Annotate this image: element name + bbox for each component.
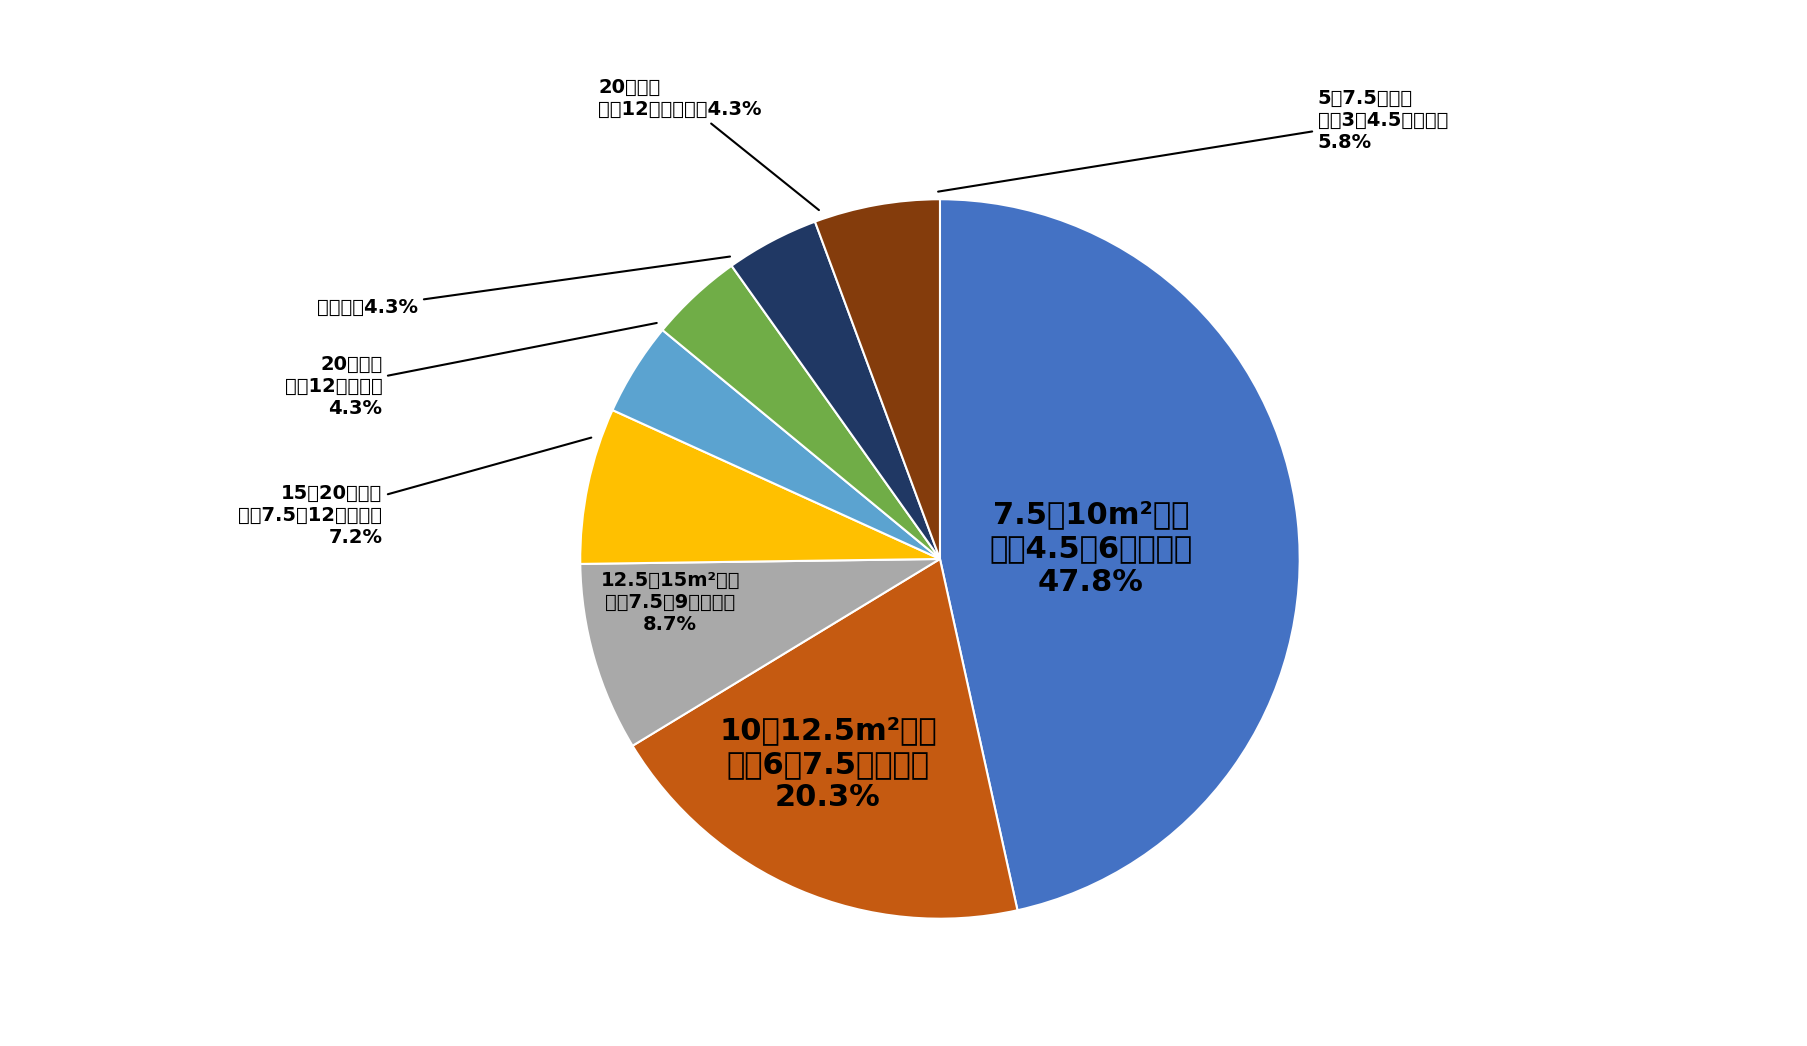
Text: 12.5～15m²未満
（約7.5～9畴未満）
8.7%: 12.5～15m²未満 （約7.5～9畴未満） 8.7%: [600, 571, 739, 634]
Wedge shape: [613, 331, 940, 559]
Text: 15〜20㎡未満
（約7.5〜12畳未満）
7.2%: 15〜20㎡未満 （約7.5〜12畳未満） 7.2%: [239, 437, 591, 547]
Wedge shape: [940, 199, 1299, 910]
Wedge shape: [580, 410, 940, 564]
Text: 10～12.5m²未満
（約6～7.5畴未満）
20.3%: 10～12.5m²未満 （約6～7.5畴未満） 20.3%: [719, 717, 936, 813]
Text: 20㎡以上
（約12畳以上）
4.3%: 20㎡以上 （約12畳以上） 4.3%: [284, 323, 656, 417]
Wedge shape: [661, 266, 940, 559]
Text: 20㎡以上
（約12畳以上）　4.3%: 20㎡以上 （約12畳以上） 4.3%: [598, 78, 819, 210]
Wedge shape: [732, 222, 940, 559]
Text: 5〜7.5㎡未満
（約3〜4.5畳未満）
5.8%: 5〜7.5㎡未満 （約3〜4.5畳未満） 5.8%: [938, 89, 1447, 191]
Wedge shape: [815, 199, 940, 559]
Text: 7.5～10m²未満
（約4.5～6畴未満）
47.8%: 7.5～10m²未満 （約4.5～6畴未満） 47.8%: [988, 500, 1191, 596]
Wedge shape: [632, 559, 1017, 918]
Text: 無回答　4.3%: 無回答 4.3%: [318, 256, 730, 317]
Wedge shape: [580, 559, 940, 746]
